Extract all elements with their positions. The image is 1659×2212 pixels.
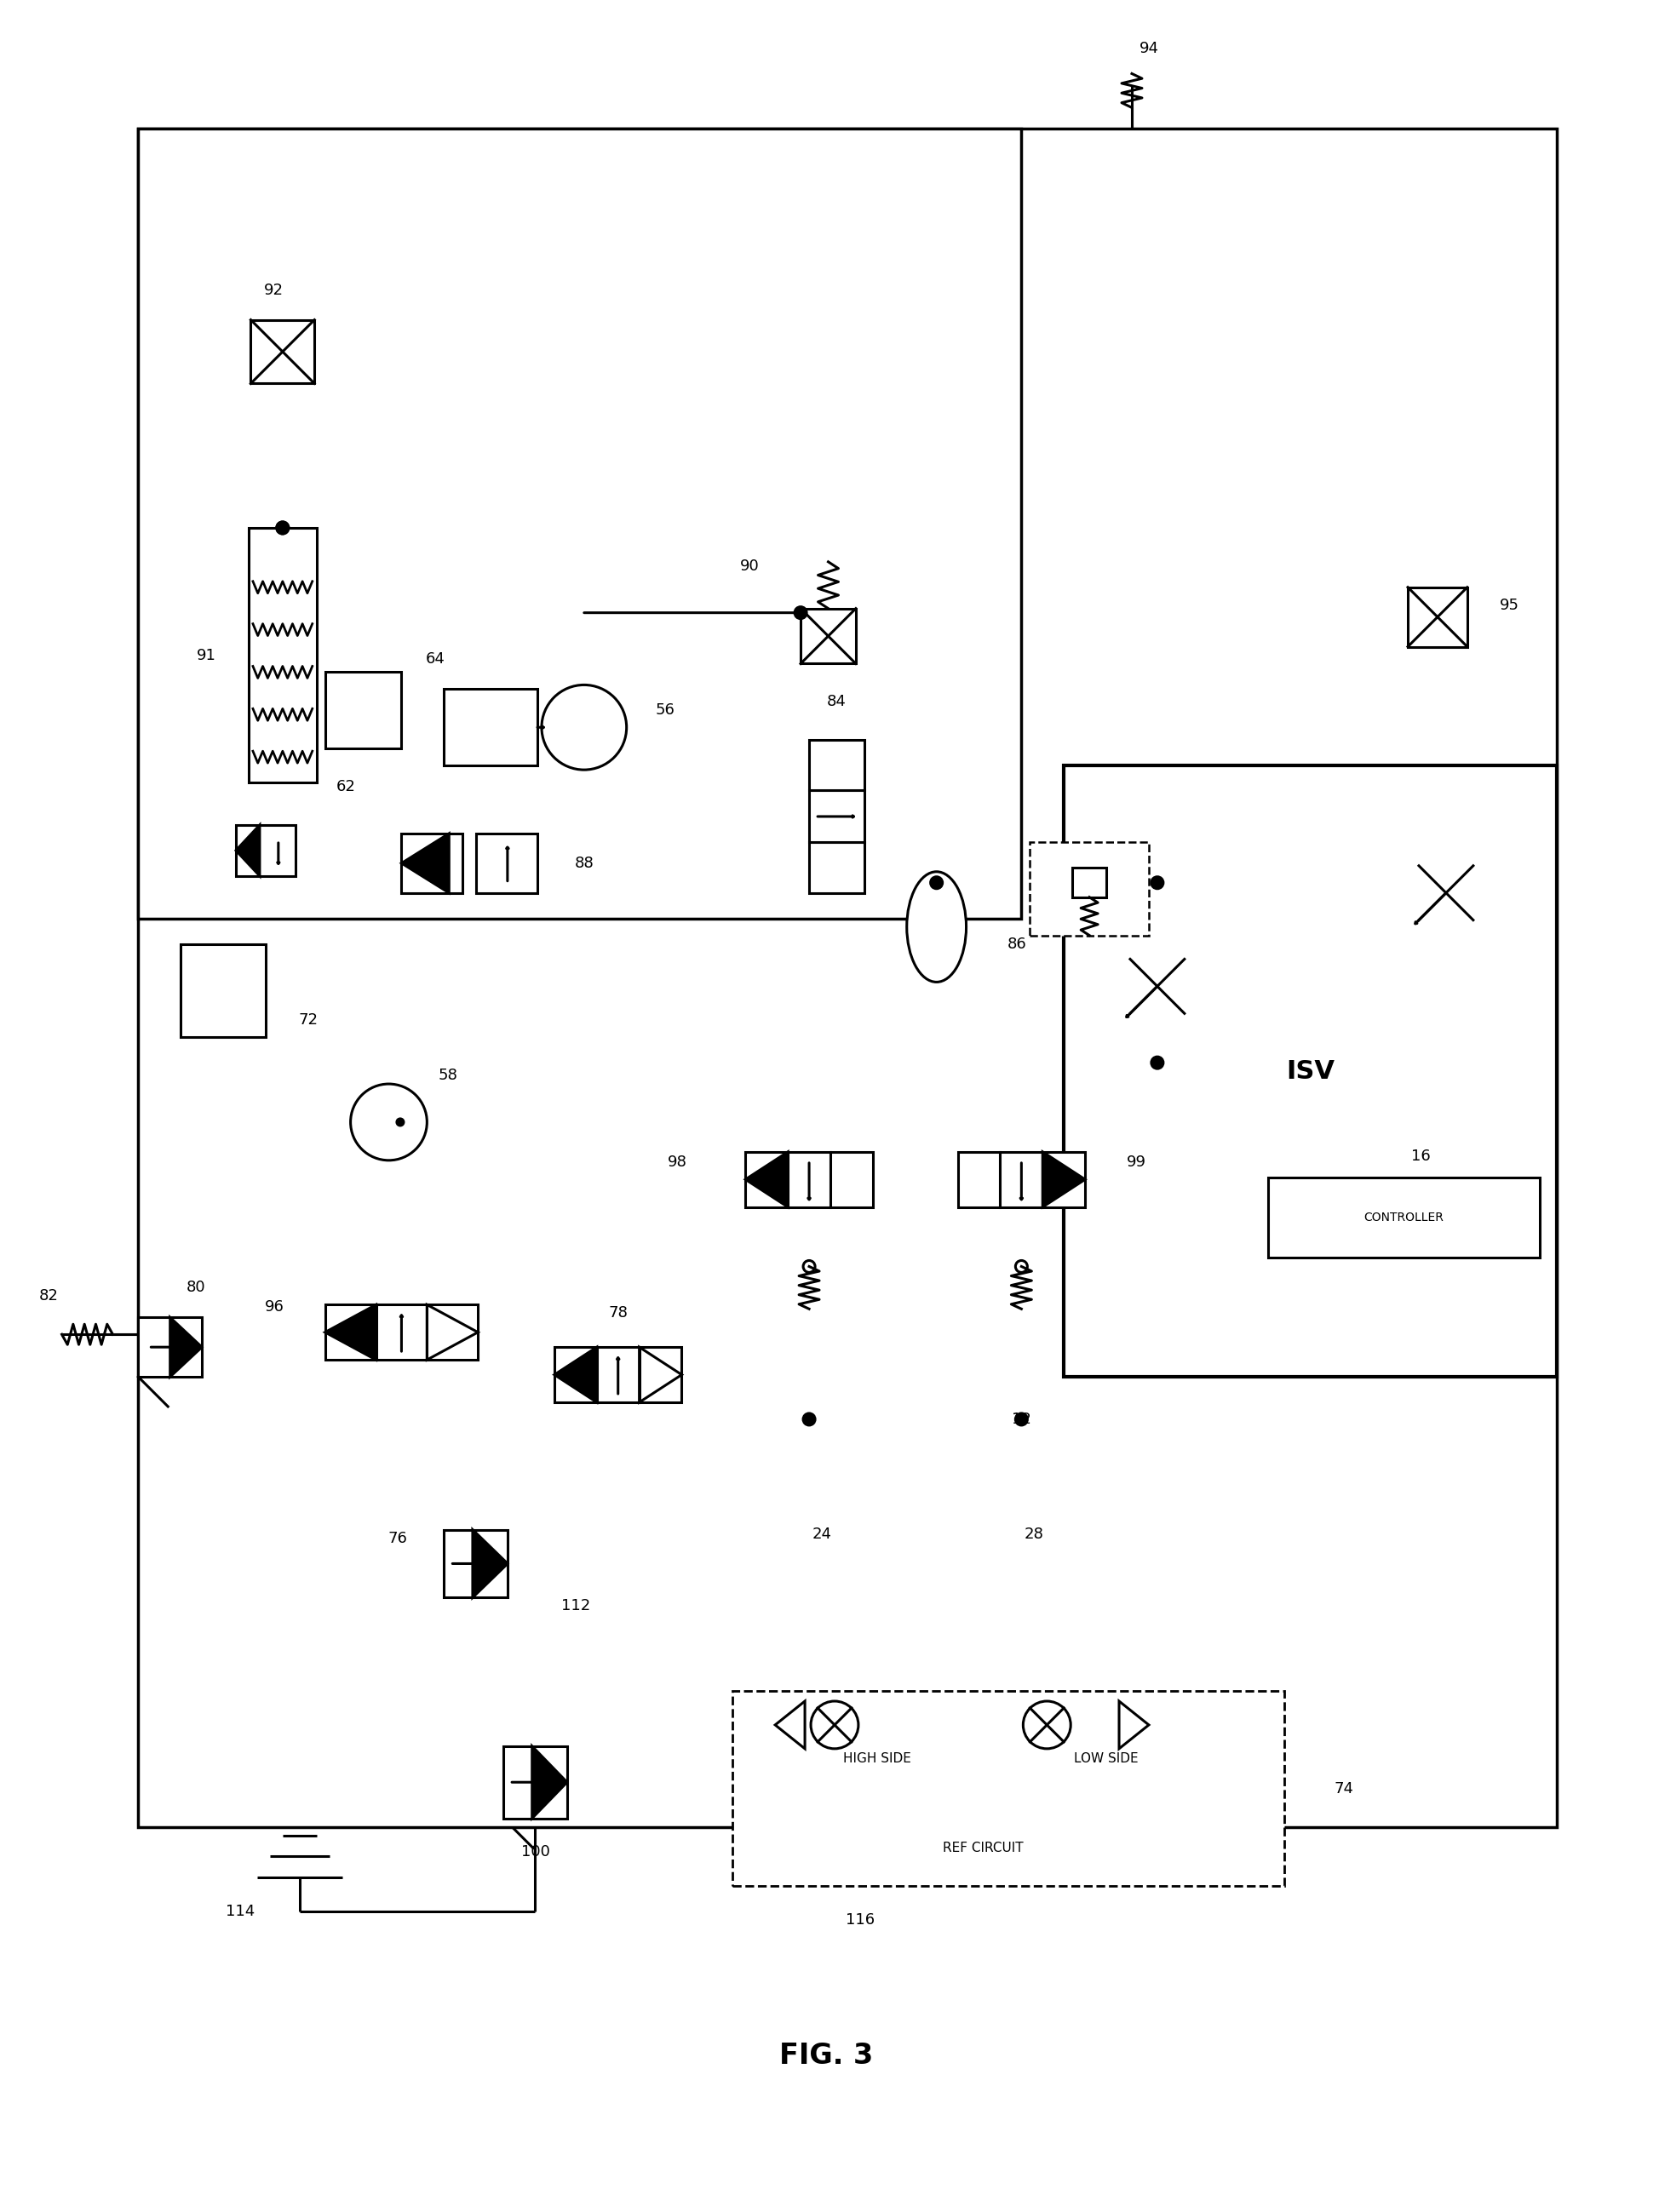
Polygon shape	[325, 1305, 377, 1360]
Text: 76: 76	[387, 1531, 406, 1546]
Circle shape	[810, 1701, 858, 1750]
Bar	[236, 825, 295, 876]
Polygon shape	[533, 1745, 567, 1818]
Text: 80: 80	[186, 1281, 206, 1296]
Bar	[443, 1531, 508, 1597]
Text: 62: 62	[337, 779, 357, 794]
Circle shape	[931, 876, 942, 889]
Bar	[1407, 586, 1467, 646]
Bar	[249, 529, 317, 783]
Text: ISV: ISV	[1286, 1060, 1334, 1084]
Text: 95: 95	[1500, 597, 1518, 613]
Circle shape	[1151, 1057, 1163, 1068]
Text: 24: 24	[811, 1526, 831, 1542]
Circle shape	[350, 1084, 426, 1161]
Polygon shape	[169, 1318, 202, 1376]
Text: 91: 91	[196, 648, 216, 664]
Text: 72: 72	[299, 1013, 319, 1029]
Text: 28: 28	[1024, 1526, 1044, 1542]
Text: 74: 74	[1334, 1781, 1354, 1796]
Bar	[476, 834, 538, 894]
Circle shape	[1022, 1701, 1070, 1750]
Bar	[138, 1318, 202, 1376]
Circle shape	[397, 1119, 403, 1126]
Polygon shape	[554, 1347, 597, 1402]
Text: 88: 88	[574, 856, 594, 872]
Bar	[788, 1152, 830, 1208]
Bar	[554, 1347, 597, 1402]
Circle shape	[1015, 1413, 1027, 1425]
Polygon shape	[401, 834, 450, 894]
Text: HIGH SIDE: HIGH SIDE	[843, 1752, 911, 1765]
Ellipse shape	[906, 872, 966, 982]
Bar	[325, 1305, 377, 1360]
Text: 94: 94	[1138, 40, 1158, 55]
Text: 56: 56	[655, 703, 674, 719]
Bar	[1267, 1177, 1538, 1259]
Bar	[830, 1152, 873, 1208]
Bar	[1029, 843, 1148, 936]
Text: LOW SIDE: LOW SIDE	[1073, 1752, 1138, 1765]
Circle shape	[277, 522, 289, 533]
Bar	[745, 1152, 788, 1208]
Circle shape	[277, 522, 289, 533]
Text: 98: 98	[667, 1155, 687, 1170]
Circle shape	[541, 686, 625, 770]
Circle shape	[803, 1413, 815, 1425]
Bar	[1000, 1152, 1042, 1208]
Polygon shape	[1042, 1152, 1085, 1208]
Bar	[251, 321, 314, 383]
Text: 16: 16	[1410, 1148, 1430, 1164]
Circle shape	[795, 606, 806, 619]
Bar	[957, 1152, 1000, 1208]
Bar	[732, 1690, 1284, 1887]
Bar	[138, 128, 1556, 1827]
Text: 114: 114	[226, 1905, 254, 1920]
Bar	[426, 1305, 478, 1360]
Text: 92: 92	[264, 283, 284, 299]
Bar	[325, 672, 401, 748]
Circle shape	[1015, 1261, 1027, 1272]
Bar	[800, 608, 856, 664]
Text: 100: 100	[521, 1845, 549, 1860]
Bar	[377, 1305, 426, 1360]
Text: 90: 90	[740, 557, 758, 573]
Text: CONTROLLER: CONTROLLER	[1364, 1212, 1443, 1223]
Bar	[181, 945, 265, 1037]
Circle shape	[1151, 876, 1163, 889]
Bar	[808, 843, 864, 894]
Polygon shape	[473, 1531, 508, 1597]
Text: FIG. 3: FIG. 3	[778, 2042, 873, 2070]
Bar	[1042, 1152, 1085, 1208]
Polygon shape	[236, 825, 259, 876]
Bar	[639, 1347, 682, 1402]
Text: 12: 12	[1012, 1411, 1030, 1427]
Text: 82: 82	[40, 1290, 58, 1303]
Text: 86: 86	[1007, 936, 1027, 951]
Text: 84: 84	[826, 695, 846, 710]
Text: 78: 78	[607, 1305, 627, 1321]
Bar	[138, 128, 1020, 918]
Bar	[808, 790, 864, 843]
Bar	[503, 1745, 567, 1818]
Text: 99: 99	[1126, 1155, 1145, 1170]
Text: REF CIRCUIT: REF CIRCUIT	[942, 1843, 1024, 1854]
Text: 112: 112	[561, 1599, 591, 1615]
Bar	[443, 690, 538, 765]
Bar	[1063, 765, 1556, 1376]
Bar	[808, 741, 864, 790]
Bar	[401, 834, 463, 894]
Bar	[1072, 867, 1107, 898]
Circle shape	[803, 1261, 815, 1272]
Text: 64: 64	[425, 653, 445, 668]
Polygon shape	[745, 1152, 788, 1208]
Text: 58: 58	[438, 1068, 458, 1084]
Text: 96: 96	[264, 1298, 284, 1314]
Text: 116: 116	[844, 1913, 874, 1929]
Bar	[597, 1347, 639, 1402]
